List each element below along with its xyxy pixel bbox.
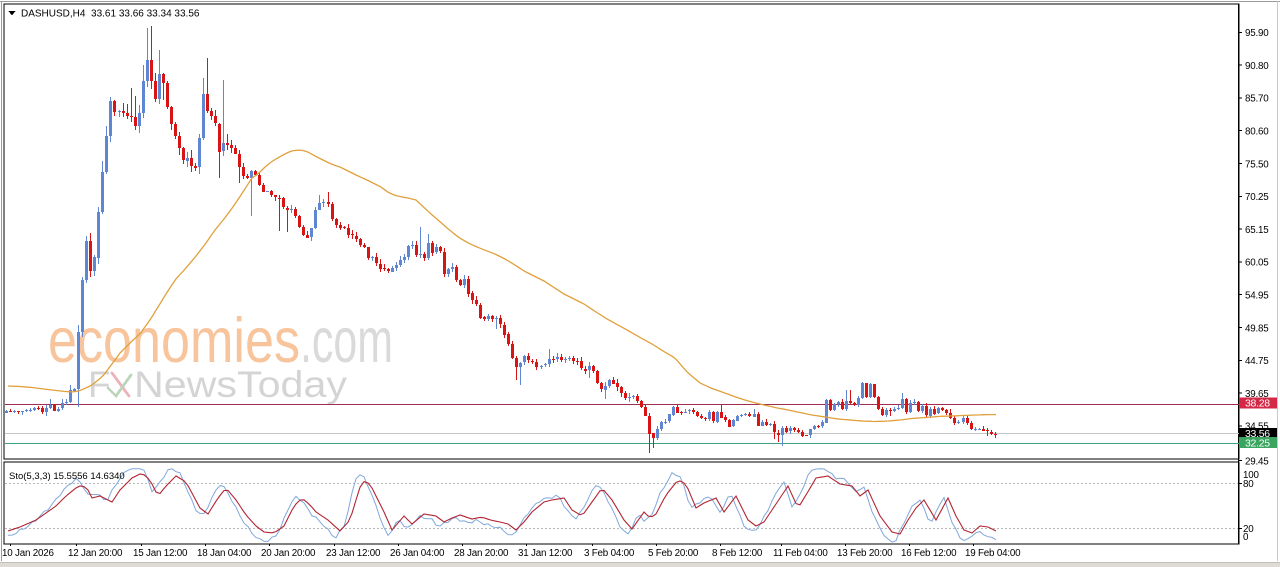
svg-text:31 Jan 12:00: 31 Jan 12:00 <box>518 548 573 559</box>
svg-text:8 Feb 12:00: 8 Feb 12:00 <box>712 548 763 559</box>
svg-text:90.80: 90.80 <box>1245 61 1269 72</box>
svg-text:95.90: 95.90 <box>1245 28 1269 39</box>
svg-text:60.05: 60.05 <box>1245 258 1269 269</box>
svg-text:11 Feb 04:00: 11 Feb 04:00 <box>773 548 828 559</box>
svg-text:20 Jan 20:00: 20 Jan 20:00 <box>261 548 316 559</box>
svg-text:16 Feb 12:00: 16 Feb 12:00 <box>901 548 957 559</box>
svg-text:18 Jan 04:00: 18 Jan 04:00 <box>197 548 252 559</box>
svg-text:Sto(5,3,3) 15.5556 14.6340: Sto(5,3,3) 15.5556 14.6340 <box>9 471 125 482</box>
svg-text:80.60: 80.60 <box>1245 127 1269 138</box>
svg-text:85.70: 85.70 <box>1245 94 1269 105</box>
svg-text:28 Jan 20:00: 28 Jan 20:00 <box>454 548 509 559</box>
svg-text:26 Jan 04:00: 26 Jan 04:00 <box>390 548 445 559</box>
svg-text:19 Feb 04:00: 19 Feb 04:00 <box>965 548 1021 559</box>
svg-text:NewsToday: NewsToday <box>134 364 348 405</box>
svg-text:15 Jan 12:00: 15 Jan 12:00 <box>133 548 188 559</box>
svg-text:12 Jan 20:00: 12 Jan 20:00 <box>68 548 123 559</box>
svg-text:34.55: 34.55 <box>1245 422 1269 433</box>
svg-text:32.25: 32.25 <box>1245 437 1270 449</box>
svg-text:13 Feb 20:00: 13 Feb 20:00 <box>837 548 893 559</box>
svg-text:29.45: 29.45 <box>1245 456 1269 467</box>
svg-text:80: 80 <box>1243 479 1254 490</box>
svg-text:3 Feb 04:00: 3 Feb 04:00 <box>584 548 635 559</box>
svg-text:39.65: 39.65 <box>1245 389 1269 400</box>
svg-text:10 Jan 2026: 10 Jan 2026 <box>2 548 54 559</box>
svg-text:44.75: 44.75 <box>1245 356 1269 367</box>
svg-text:65.15: 65.15 <box>1245 225 1269 236</box>
svg-text:DASHUSD,H4 33.61 33.66 33.34: DASHUSD,H4 33.61 33.66 33.34 33.56 <box>21 9 200 20</box>
svg-text:75.50: 75.50 <box>1245 159 1269 170</box>
svg-text:5 Feb 20:00: 5 Feb 20:00 <box>648 548 699 559</box>
svg-text:0: 0 <box>1243 532 1249 543</box>
svg-text:70.25: 70.25 <box>1245 192 1269 203</box>
svg-text:54.95: 54.95 <box>1245 291 1269 302</box>
svg-text:38.28: 38.28 <box>1245 398 1270 410</box>
svg-text:49.85: 49.85 <box>1245 323 1269 334</box>
svg-text:.com: .com <box>300 306 393 376</box>
svg-text:100: 100 <box>1243 470 1259 481</box>
svg-text:20: 20 <box>1243 524 1254 535</box>
svg-text:23 Jan 12:00: 23 Jan 12:00 <box>326 548 381 559</box>
svg-text:economies: economies <box>48 306 300 376</box>
